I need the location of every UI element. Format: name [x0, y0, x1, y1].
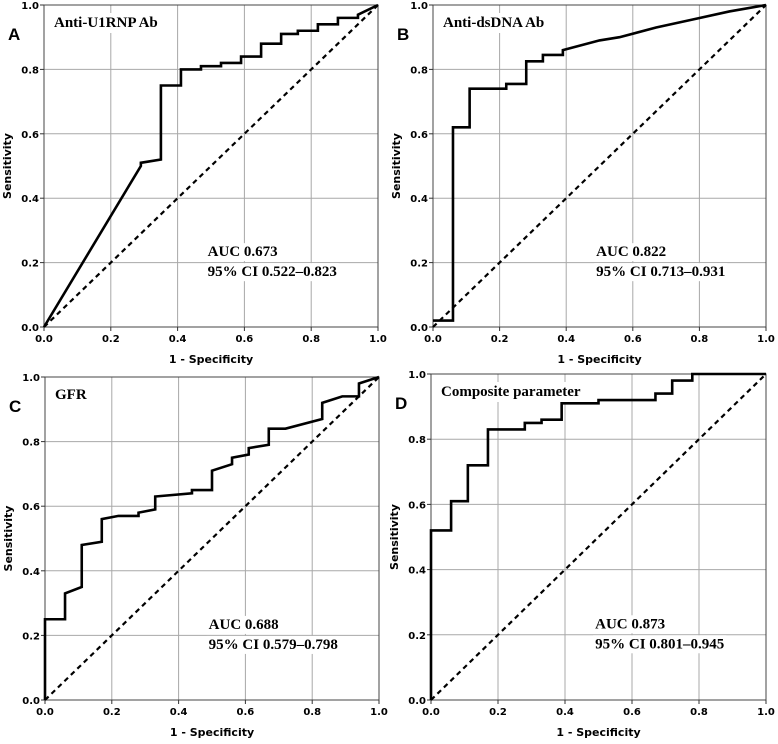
y-tick-label: 1.0 — [410, 1, 428, 12]
annotation-background — [205, 263, 339, 282]
y-tick-label: 1.0 — [408, 370, 426, 381]
x-axis-label: 1 - Specificity — [557, 353, 641, 366]
x-tick-label: 0.2 — [491, 334, 509, 345]
panel-letter: D — [395, 394, 407, 413]
roc-panel-c: 0.00.0 0.2 0.2 0.4 0.4 0.6 0.6 0.8 0.8 1.0 1.0 1 - … — [2, 373, 388, 739]
x-tick-label: 0.4 — [556, 707, 574, 718]
ci-label: 95% CI 0.579–0.798 — [209, 637, 338, 653]
auc-label: AUC 0.822 — [596, 244, 666, 260]
x-tick-label: 0.8 — [691, 334, 709, 345]
y-tick-label: 0.0 — [22, 696, 40, 707]
x-tick-label: 0.6 — [624, 334, 642, 345]
ci-label: 95% CI 0.713–0.931 — [596, 264, 725, 280]
x-tick-label: 0.6 — [236, 334, 254, 345]
panel-title-background — [440, 13, 548, 33]
y-axis-label: Sensitivity — [390, 133, 403, 199]
x-axis-label: 1 - Specificity — [170, 726, 254, 739]
y-tick-label: 0.8 — [21, 65, 39, 76]
x-tick-label: 0.6 — [237, 707, 255, 718]
y-tick-label: 0.2 — [408, 631, 426, 642]
panel-letter: C — [9, 397, 21, 416]
x-tick-label: 0.4 — [169, 334, 187, 345]
y-tick-label: 0.2 — [410, 259, 428, 270]
x-tick-label: 0.8 — [690, 707, 708, 718]
ci-label: 95% CI 0.522–0.823 — [208, 264, 337, 280]
x-tick-label: 0.0 — [36, 707, 54, 718]
x-tick-label: 0.8 — [302, 334, 320, 345]
x-tick-label: 1.0 — [370, 707, 388, 718]
reference-line — [430, 373, 767, 701]
y-tick-label: 1.0 — [22, 373, 40, 384]
panel-title: GFR — [55, 387, 87, 403]
y-tick-label: 0.4 — [21, 194, 39, 205]
y-tick-label: 0.4 — [408, 566, 426, 577]
plot-frame — [432, 4, 767, 328]
annotation-background — [593, 615, 668, 634]
y-tick-label: 0.8 — [408, 435, 426, 446]
y-tick-label: 0.0 — [408, 696, 426, 707]
annotation-background — [205, 243, 280, 262]
y-tick-label: 0.2 — [21, 259, 39, 270]
auc-label: AUC 0.873 — [595, 616, 665, 632]
panel-letter: A — [8, 25, 20, 44]
annotation-background — [594, 263, 728, 282]
x-tick-label: 0.4 — [170, 707, 188, 718]
roc-panel-a: 0.00.0 0.2 0.2 0.4 0.4 0.6 0.6 0.8 0.8 1.0 1.0 1 - … — [1, 1, 387, 366]
x-tick-label: 0.0 — [35, 334, 53, 345]
panel-title: Anti-U1RNP Ab — [54, 15, 158, 31]
roc-panel-b: 0.00.0 0.2 0.2 0.4 0.4 0.6 0.6 0.8 0.8 1.0 1.0 1 - … — [390, 1, 775, 366]
panel-title-background — [438, 382, 584, 402]
x-tick-label: 0.2 — [489, 707, 507, 718]
y-tick-label: 0.8 — [22, 438, 40, 449]
plot-frame — [43, 4, 379, 328]
panel-letter: B — [397, 25, 409, 44]
roc-curve — [42, 3, 379, 328]
y-tick-label: 0.6 — [21, 130, 39, 141]
x-axis-label: 1 - Specificity — [556, 726, 640, 739]
auc-label: AUC 0.673 — [208, 244, 278, 260]
panel-title-background — [51, 13, 161, 33]
x-tick-label: 0.0 — [424, 334, 442, 345]
plot-frame — [44, 376, 380, 701]
annotation-background — [206, 635, 340, 654]
y-axis-label: Sensitivity — [388, 504, 401, 570]
y-axis-label: Sensitivity — [1, 133, 14, 199]
annotation-background — [593, 635, 727, 654]
x-axis-label: 1 - Specificity — [169, 353, 253, 366]
y-tick-label: 0.0 — [410, 323, 428, 334]
panel-title: Anti-dsDNA Ab — [443, 15, 544, 31]
roc-panel-d: 0.00.0 0.2 0.2 0.4 0.4 0.6 0.6 0.8 0.8 1.0 1.0 1 - … — [388, 370, 775, 739]
auc-label: AUC 0.688 — [209, 617, 279, 633]
roc-curve — [429, 372, 766, 700]
y-tick-label: 0.4 — [410, 194, 428, 205]
y-tick-label: 0.6 — [408, 500, 426, 511]
y-tick-label: 1.0 — [21, 1, 39, 12]
y-tick-label: 0.2 — [22, 631, 40, 642]
ci-label: 95% CI 0.801–0.945 — [595, 636, 724, 652]
x-tick-label: 1.0 — [757, 334, 775, 345]
x-tick-label: 0.4 — [557, 334, 575, 345]
x-tick-label: 0.0 — [422, 707, 440, 718]
panel-title: Composite parameter — [441, 384, 581, 400]
y-tick-label: 0.8 — [410, 65, 428, 76]
x-tick-label: 1.0 — [757, 707, 775, 718]
y-axis-label: Sensitivity — [2, 506, 15, 572]
y-tick-label: 0.4 — [22, 567, 40, 578]
y-tick-label: 0.6 — [22, 502, 40, 513]
roc-curve — [43, 375, 380, 700]
panel-title-background — [52, 385, 90, 405]
y-tick-label: 0.0 — [21, 323, 39, 334]
reference-line — [44, 376, 380, 701]
x-tick-label: 0.2 — [102, 334, 120, 345]
x-tick-label: 0.8 — [303, 707, 321, 718]
annotation-background — [206, 615, 281, 634]
annotation-background — [594, 243, 669, 262]
x-tick-label: 1.0 — [369, 334, 387, 345]
roc-curve — [433, 3, 767, 322]
y-tick-label: 0.6 — [410, 130, 428, 141]
x-tick-label: 0.2 — [103, 707, 121, 718]
x-tick-label: 0.6 — [623, 707, 641, 718]
